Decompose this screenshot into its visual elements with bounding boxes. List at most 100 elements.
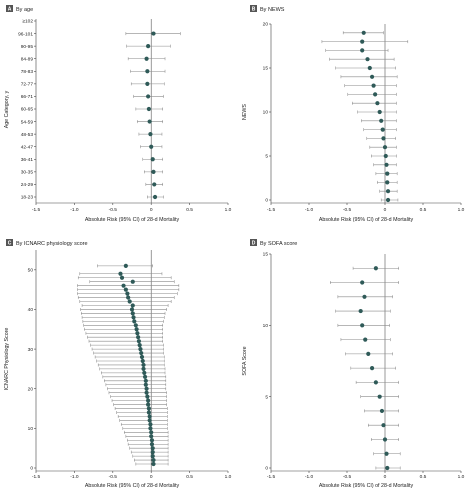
point-estimate (360, 280, 365, 285)
point-estimate (379, 118, 384, 123)
point-estimate (362, 294, 367, 299)
point-estimate (382, 145, 388, 150)
panel-letter: C (8, 240, 12, 246)
point-estimate (139, 350, 144, 356)
point-estimate (149, 438, 155, 443)
point-estimate (144, 386, 149, 391)
x-tick-label: -1.5 (267, 207, 276, 213)
point-estimate (151, 169, 156, 174)
panel-d: D By SOFA score -1.5 -1.0 -0.5 0 0.5 1.0 Absolut… (242, 239, 465, 489)
point-estimate (381, 423, 386, 428)
x-tick-label: -1.5 (32, 474, 41, 480)
y-tick-label: 18-23 (21, 195, 34, 201)
point-estimate (130, 279, 135, 284)
x-tick-label: 0.5 (186, 474, 193, 480)
point-estimate (126, 295, 131, 300)
point-estimate (385, 171, 390, 176)
x-axis-label: Absolute Risk (95% CI) of 28-d Mortality (85, 217, 180, 223)
point-estimate (148, 426, 153, 431)
y-tick-label: 10 (263, 323, 269, 329)
y-tick-label: 5 (265, 154, 268, 160)
point-estimate (148, 132, 153, 137)
x-tick-label: 1.0 (458, 474, 465, 480)
point-estimate (142, 370, 147, 375)
point-estimate (384, 451, 389, 456)
point-estimate (149, 434, 154, 439)
x-axis-label: Absolute Risk (95% CI) of 28-d Mortality (319, 483, 414, 489)
point-estimate (379, 408, 385, 414)
point-estimate (123, 287, 128, 292)
x-axis-label: Absolute Risk (95% CI) of 28-d Mortality (85, 483, 180, 489)
point-estimate (149, 430, 154, 435)
point-estimate (141, 366, 146, 372)
point-estimate (144, 390, 149, 395)
point-estimate (149, 144, 154, 149)
point-estimate (151, 457, 156, 463)
point-estimate (150, 157, 155, 162)
y-tick-label: 15 (263, 252, 269, 258)
point-estimate (152, 182, 157, 187)
point-estimate (383, 153, 388, 159)
point-estimate (385, 197, 391, 203)
y-tick-label: 30-35 (21, 170, 34, 176)
point-estimate (361, 30, 366, 35)
y-tick-label: 96-101 (18, 31, 33, 37)
point-estimate (147, 414, 152, 419)
y-axis-label: ICNARC Physiology Score (4, 328, 10, 391)
x-tick-label: 1.0 (225, 207, 232, 213)
x-tick-label: 0.5 (186, 207, 193, 213)
point-estimate (132, 319, 137, 324)
point-estimate (130, 303, 135, 308)
point-estimate (380, 127, 385, 132)
y-tick-label: 20 (28, 386, 34, 392)
point-estimate (384, 162, 389, 167)
point-estimate (141, 362, 146, 368)
point-estimate (118, 271, 123, 276)
point-estimate (363, 337, 368, 342)
y-tick-label: 0 (30, 466, 33, 472)
point-estimate (375, 101, 380, 106)
y-tick-label: 30 (28, 347, 34, 353)
point-estimate (147, 418, 152, 423)
point-estimate (146, 44, 151, 49)
point-estimate (369, 74, 375, 79)
y-tick-label: 24-29 (21, 182, 34, 188)
point-estimate (140, 358, 145, 364)
y-tick-label: 5 (265, 394, 268, 400)
x-tick-label: 0 (384, 474, 387, 480)
point-estimate (150, 446, 155, 451)
point-estimate (151, 461, 156, 467)
point-estimate (148, 422, 153, 427)
point-estimate (145, 69, 150, 74)
panel-a: A By age -1.5 -1.0 -0.5 0 0.5 1.0 Absolute Risk … (4, 5, 232, 223)
x-tick-label: -1.0 (70, 474, 79, 480)
x-axis-label: Absolute Risk (95% CI) of 28-d Mortality (319, 217, 414, 223)
point-estimate (385, 189, 391, 194)
y-tick-label: 40 (28, 307, 34, 313)
panel-b: B By NEWS -1.5 -1.0 -0.5 0 0.5 1.0 Absolute Risk… (242, 5, 465, 223)
x-tick-label: -1.0 (70, 207, 79, 213)
panel-title: By age (16, 7, 33, 13)
point-estimate (371, 83, 376, 88)
point-estimate (147, 119, 152, 124)
panel-title: By NEWS (260, 7, 285, 13)
y-tick-label: 78-83 (21, 69, 34, 75)
x-tick-label: -1.0 (305, 207, 314, 213)
point-estimate (385, 465, 390, 471)
panel-badge (6, 5, 13, 12)
point-estimate (143, 382, 148, 387)
point-estimate (127, 299, 132, 304)
point-estimate (146, 406, 151, 411)
y-tick-label: 36-41 (21, 157, 34, 163)
point-estimate (131, 315, 136, 320)
y-tick-label: 50 (28, 268, 34, 274)
point-estimate (358, 308, 363, 314)
y-tick-label: 10 (263, 110, 269, 116)
y-tick-label: 20 (263, 22, 269, 28)
panel-letter: A (8, 6, 12, 12)
point-estimate (145, 81, 150, 86)
y-tick-label: ≥102 (22, 19, 33, 25)
point-estimate (369, 366, 375, 371)
point-estimate (139, 354, 145, 360)
point-estimate (146, 398, 151, 403)
